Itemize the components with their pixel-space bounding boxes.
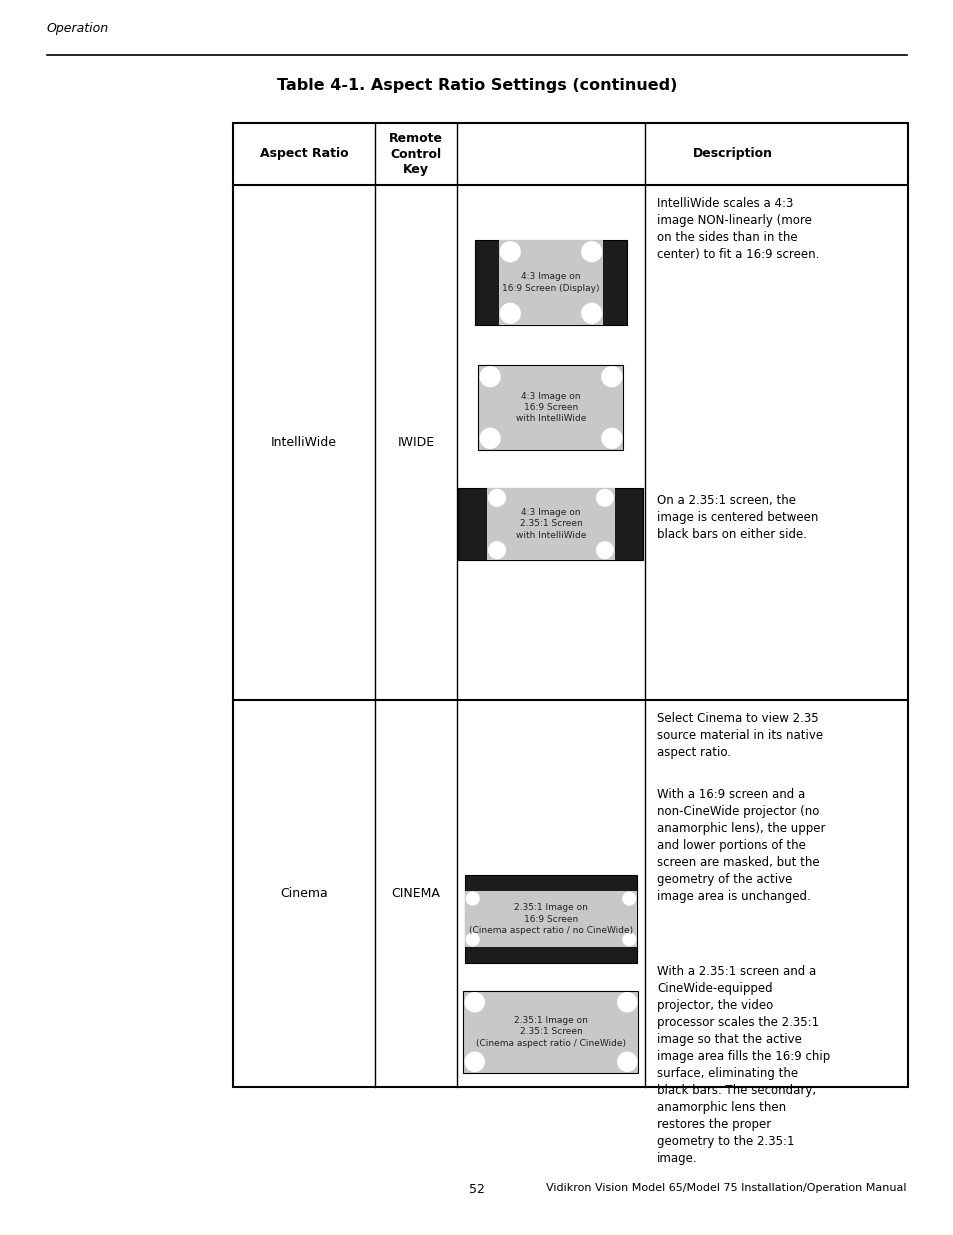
Circle shape	[596, 489, 614, 506]
Circle shape	[621, 932, 636, 946]
Bar	[478, 366, 623, 450]
Text: Aspect Ratio: Aspect Ratio	[259, 147, 348, 161]
Text: IntelliWide: IntelliWide	[271, 436, 336, 450]
Circle shape	[617, 1051, 637, 1072]
Circle shape	[580, 303, 601, 324]
Circle shape	[465, 932, 479, 946]
Bar	[464, 890, 637, 947]
Text: Remote
Control
Key: Remote Control Key	[389, 132, 442, 175]
Bar	[233, 124, 907, 1087]
Text: Description: Description	[692, 147, 772, 161]
Bar	[464, 876, 637, 963]
Circle shape	[479, 427, 500, 450]
Text: Cinema: Cinema	[280, 887, 328, 900]
Circle shape	[499, 241, 520, 262]
Text: Select Cinema to view 2.35
source material in its native
aspect ratio.: Select Cinema to view 2.35 source materi…	[657, 713, 822, 760]
Text: Operation: Operation	[47, 22, 109, 35]
Circle shape	[499, 303, 520, 324]
Bar	[463, 990, 638, 1073]
Circle shape	[465, 892, 479, 905]
Circle shape	[464, 992, 484, 1013]
Text: 4:3 Image on
16:9 Screen
with IntelliWide: 4:3 Image on 16:9 Screen with IntelliWid…	[516, 391, 585, 424]
Circle shape	[600, 366, 621, 388]
Text: 2.35:1 Image on
2.35:1 Screen
(Cinema aspect ratio / CineWide): 2.35:1 Image on 2.35:1 Screen (Cinema as…	[476, 1016, 625, 1049]
Text: Table 4-1. Aspect Ratio Settings (continued): Table 4-1. Aspect Ratio Settings (contin…	[276, 78, 677, 93]
Text: 52: 52	[469, 1183, 484, 1195]
Text: IWIDE: IWIDE	[397, 436, 435, 450]
Text: With a 16:9 screen and a
non-CineWide projector (no
anamorphic lens), the upper
: With a 16:9 screen and a non-CineWide pr…	[657, 788, 824, 903]
Text: 2.35:1 Image on
16:9 Screen
(Cinema aspect ratio / no CineWide): 2.35:1 Image on 16:9 Screen (Cinema aspe…	[469, 903, 633, 935]
Text: CINEMA: CINEMA	[391, 887, 440, 900]
Bar	[498, 240, 603, 325]
Text: IntelliWide scales a 4:3
image NON-linearly (more
on the sides than in the
cente: IntelliWide scales a 4:3 image NON-linea…	[657, 198, 819, 261]
Bar	[475, 240, 626, 325]
Circle shape	[464, 1051, 484, 1072]
Text: With a 2.35:1 screen and a
CineWide-equipped
projector, the video
processor scal: With a 2.35:1 screen and a CineWide-equi…	[657, 965, 829, 1165]
Circle shape	[479, 366, 500, 388]
Circle shape	[617, 992, 637, 1013]
Bar	[487, 488, 614, 559]
Circle shape	[621, 892, 636, 905]
Text: 4:3 Image on
2.35:1 Screen
with IntelliWide: 4:3 Image on 2.35:1 Screen with IntelliW…	[516, 508, 585, 540]
Circle shape	[488, 489, 505, 506]
Bar	[458, 488, 643, 559]
Circle shape	[580, 241, 601, 262]
Text: On a 2.35:1 screen, the
image is centered between
black bars on either side.: On a 2.35:1 screen, the image is centere…	[657, 494, 818, 541]
Circle shape	[600, 427, 621, 450]
Circle shape	[596, 541, 614, 559]
Circle shape	[488, 541, 505, 559]
Text: 4:3 Image on
16:9 Screen (Display): 4:3 Image on 16:9 Screen (Display)	[501, 272, 599, 293]
Text: Vidikron Vision Model 65/Model 75 Installation/Operation Manual: Vidikron Vision Model 65/Model 75 Instal…	[546, 1183, 906, 1193]
